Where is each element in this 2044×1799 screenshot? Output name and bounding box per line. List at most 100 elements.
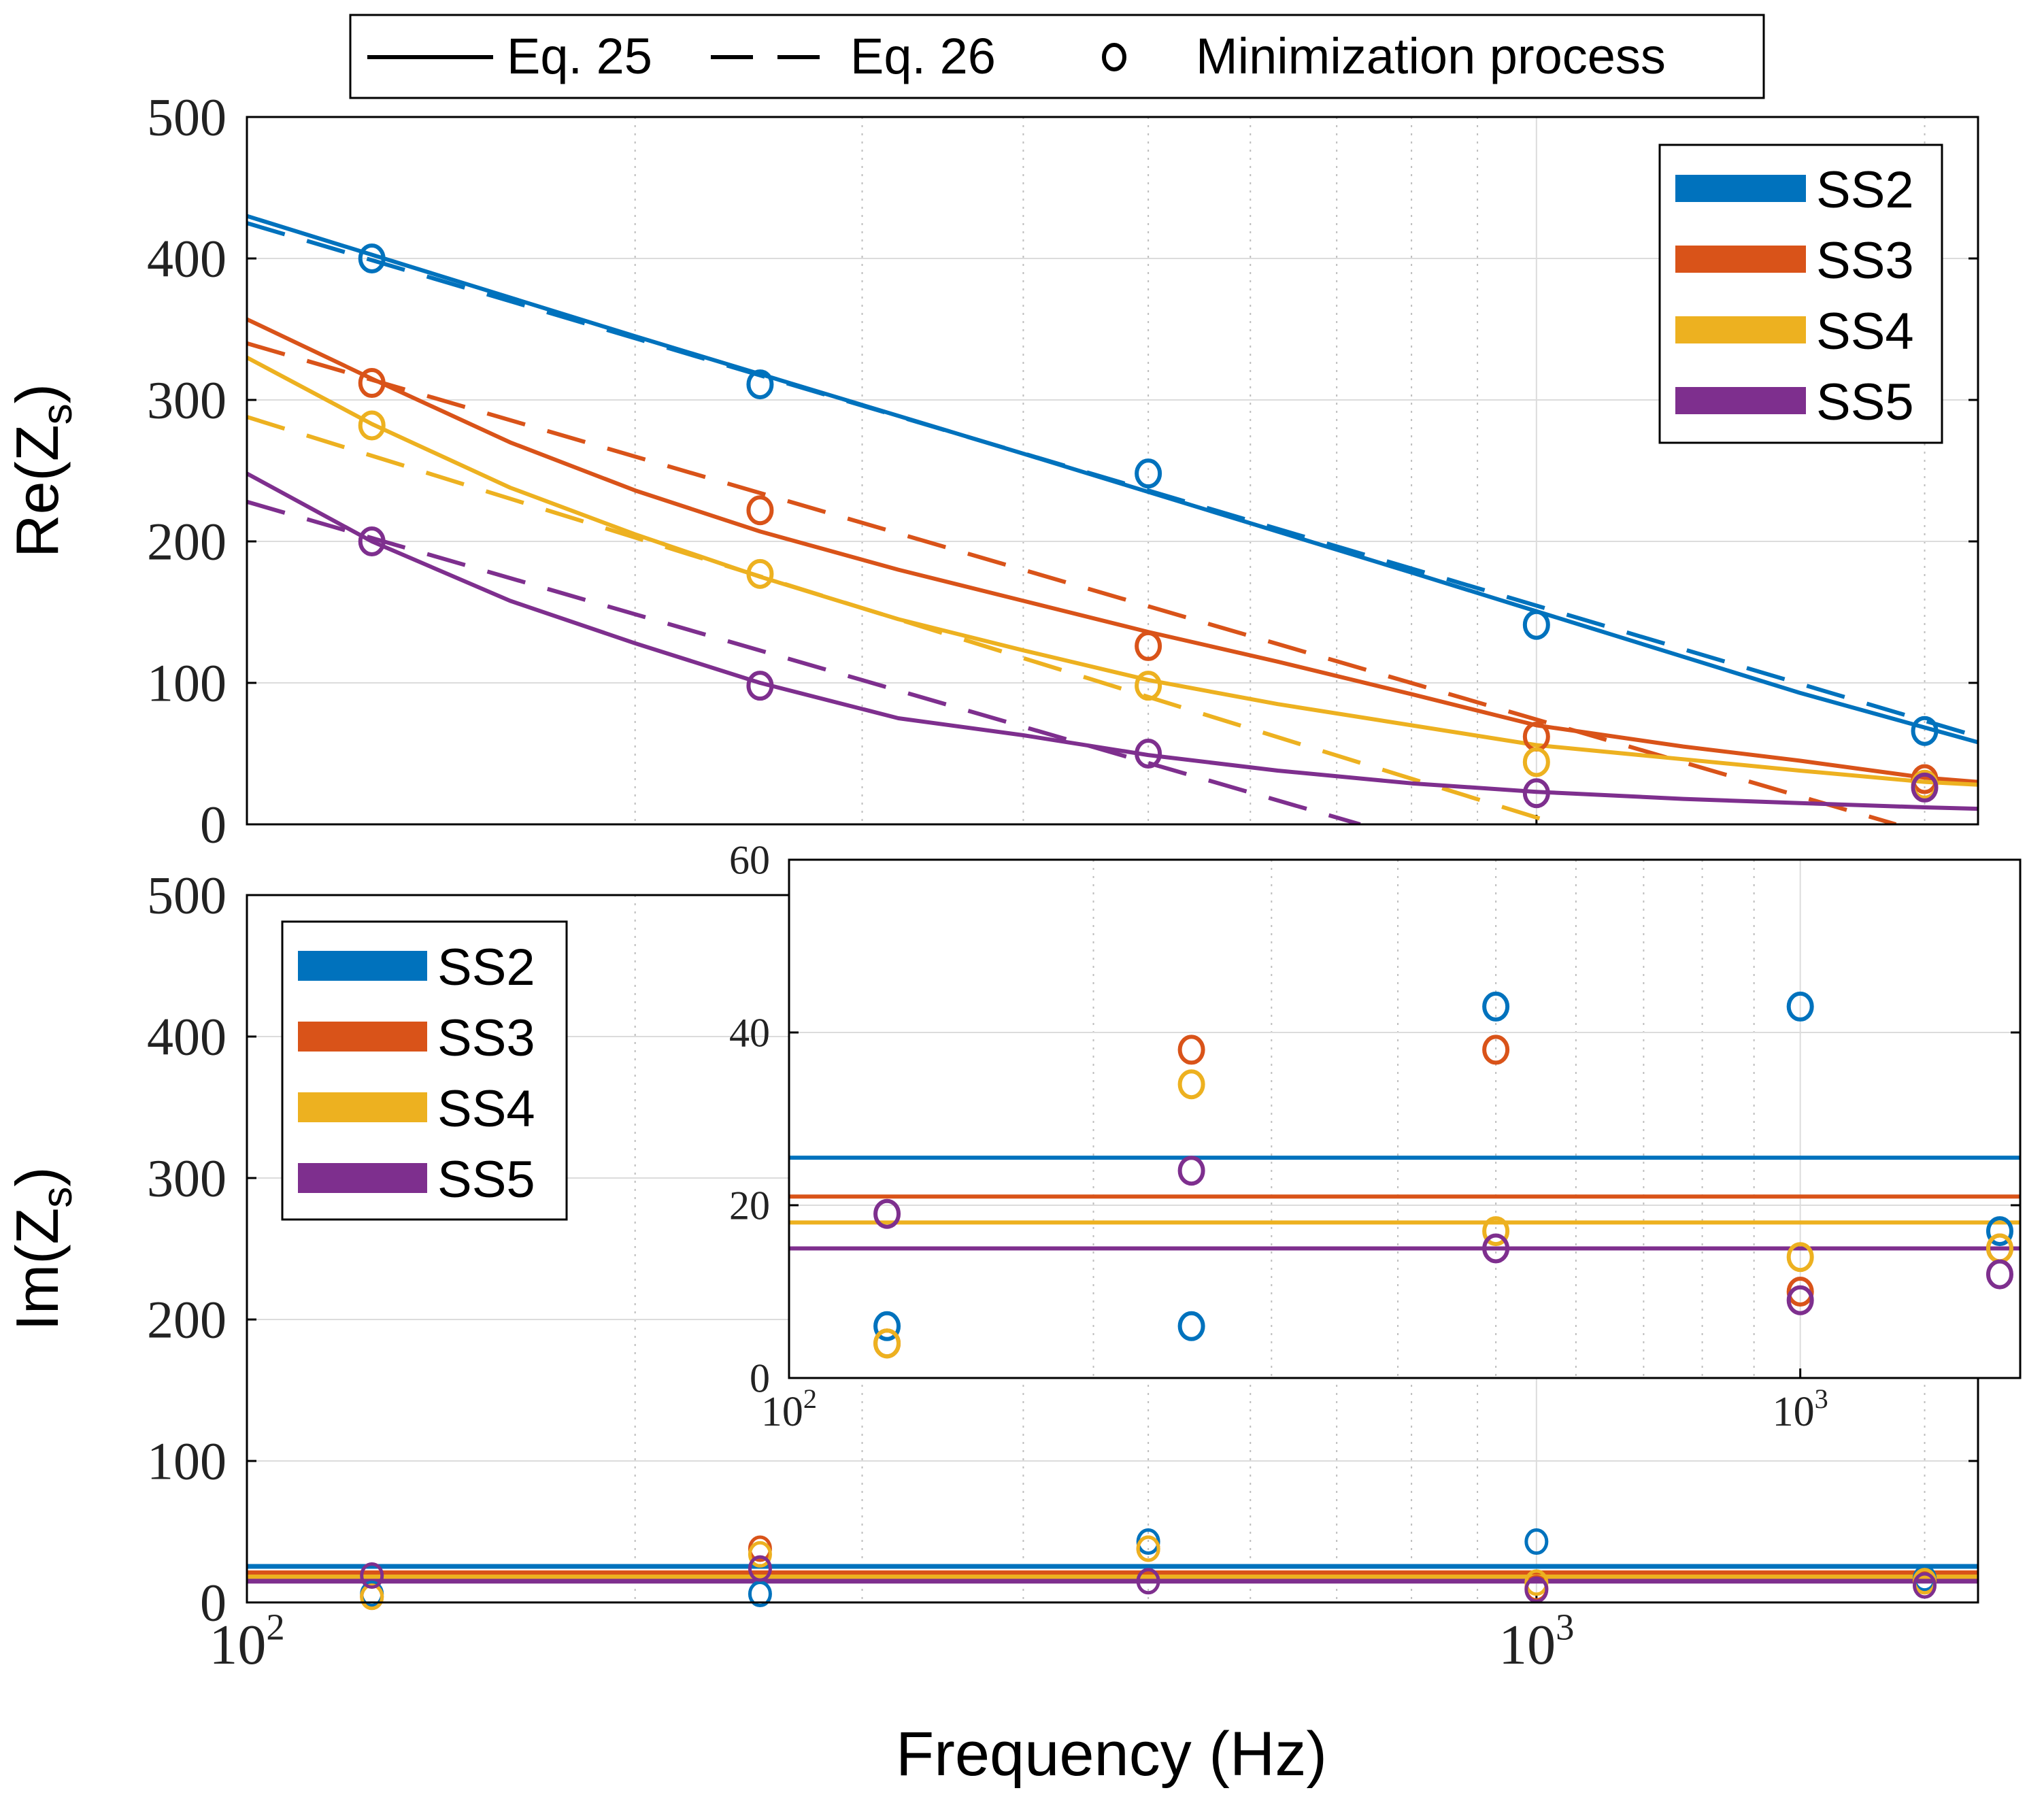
im-xtick-label: 102 xyxy=(209,1607,284,1677)
im-marker-ss5 xyxy=(1913,1572,1937,1599)
inset-plot: 0 20 40 60 102 103 xyxy=(729,837,2022,1435)
inset-marker-ss2 xyxy=(873,1311,901,1341)
re-legend: SS2 SS3 SS4 SS5 xyxy=(1658,144,1943,444)
im-ytick-label: 100 xyxy=(147,1432,227,1491)
re-legend-label-ss5: SS5 xyxy=(1816,373,1914,431)
im-ytick-label: 400 xyxy=(147,1007,227,1066)
re-ylabel-main: Re(Z xyxy=(3,424,71,558)
im-ylabel-main: Im(Z xyxy=(3,1208,71,1331)
inset-ytick-label: 40 xyxy=(729,1010,770,1055)
im-marker-ss2 xyxy=(1136,1528,1160,1556)
inset-marker-ss3 xyxy=(1177,1035,1205,1065)
inset-ytick-label: 0 xyxy=(750,1356,770,1400)
x-axis-label: Frequency (Hz) xyxy=(896,1719,1327,1789)
re-eq25-line-ss5 xyxy=(247,471,1978,811)
re-marker-ss4 xyxy=(1522,747,1550,777)
re-ytick-label: 500 xyxy=(147,88,227,147)
re-marker-ss4 xyxy=(746,558,774,589)
inset-marker-ss3 xyxy=(1482,1035,1510,1065)
inset-marker-ss4 xyxy=(1177,1069,1205,1100)
re-curves xyxy=(247,214,1978,824)
re-legend-label-ss3: SS3 xyxy=(1816,232,1914,290)
re-marker-ss2 xyxy=(746,369,774,400)
im-ytick-label: 300 xyxy=(147,1149,227,1208)
re-ylabel-subscript: s xyxy=(34,403,81,424)
legend-minimization-label: Minimization process xyxy=(1196,28,1666,84)
re-marker-ss2 xyxy=(358,243,386,273)
re-marker-ss3 xyxy=(1135,631,1162,661)
re-legend-label-ss2: SS2 xyxy=(1816,161,1914,219)
im-marker-ss4 xyxy=(748,1541,772,1568)
re-marker-ss3 xyxy=(358,368,386,399)
inset-marker-ss3 xyxy=(1786,1277,1814,1307)
re-eq25-line-ss4 xyxy=(247,355,1978,787)
re-plot-frame xyxy=(246,116,1979,826)
re-plot: 0 100 200 300 400 500 Re(Zs) SS2 SS3 SS4 SS5 xyxy=(3,88,1979,854)
re-ylabel: Re(Zs) xyxy=(3,384,81,558)
re-marker-ss5 xyxy=(1135,739,1162,769)
im-xtick-labels: 102 103 xyxy=(209,1607,1574,1677)
im-marker-ss5 xyxy=(360,1562,384,1589)
im-marker-ss4 xyxy=(360,1583,384,1611)
inset-marker-ss4 xyxy=(873,1328,901,1359)
im-legend-label-ss3: SS3 xyxy=(437,1009,535,1067)
re-ytick-labels: 0 100 200 300 400 500 xyxy=(147,88,227,854)
inset-xtick-label: 102 xyxy=(761,1383,817,1435)
im-legend-label-ss2: SS2 xyxy=(437,939,535,996)
im-marker-ss4 xyxy=(1136,1535,1160,1562)
re-marker-ss2 xyxy=(1911,716,1939,746)
re-eq26-line-ss4 xyxy=(247,415,1559,824)
inset-marker-ss5 xyxy=(1786,1285,1814,1315)
re-marker-ss5 xyxy=(746,671,774,701)
re-marker-ss2 xyxy=(1135,458,1162,489)
re-markers xyxy=(358,243,1939,809)
inset-marker-ss2 xyxy=(1482,991,1510,1022)
legend-eq25-label: Eq. 25 xyxy=(507,28,652,84)
inset-frame xyxy=(788,858,2022,1379)
re-eq26-line-ss5 xyxy=(247,499,1361,824)
top-legend-box xyxy=(349,14,1765,99)
inset-marker-ss5 xyxy=(1986,1259,2013,1290)
re-ytick-label: 300 xyxy=(147,371,227,430)
legend-circle-marker-icon xyxy=(1102,43,1126,71)
im-xtick-label: 103 xyxy=(1498,1607,1574,1677)
re-eq26-line-ss2 xyxy=(247,221,1978,739)
re-marker-ss4 xyxy=(1135,671,1162,701)
im-ytick-label: 200 xyxy=(147,1290,227,1349)
re-marker-ss2 xyxy=(1522,609,1550,640)
re-marker-ss5 xyxy=(1522,778,1550,809)
re-marker-ss4 xyxy=(358,410,386,441)
im-marker-ss5 xyxy=(748,1555,772,1582)
inset-markers xyxy=(873,991,2013,1359)
re-ytick-label: 400 xyxy=(147,229,227,288)
re-eq26-line-ss3 xyxy=(247,341,1897,824)
im-legend-label-ss4: SS4 xyxy=(437,1080,535,1138)
re-marker-ss3 xyxy=(746,495,774,526)
inset-marker-ss5 xyxy=(873,1198,901,1229)
im-legend-label-ss5: SS5 xyxy=(437,1151,535,1209)
inset-ytick-labels: 0 20 40 60 xyxy=(729,837,770,1400)
inset-marker-ss4 xyxy=(1786,1242,1814,1273)
inset-marker-ss2 xyxy=(1986,1216,2013,1247)
inset-ytick-label: 20 xyxy=(729,1183,770,1228)
im-legend: SS2 SS3 SS4 SS5 xyxy=(281,920,568,1221)
inset-marker-ss4 xyxy=(1482,1216,1510,1247)
re-legend-label-ss4: SS4 xyxy=(1816,303,1914,360)
inset-marker-ss5 xyxy=(1482,1233,1510,1264)
im-ytick-label: 500 xyxy=(147,866,227,925)
inset-ytick-label: 60 xyxy=(729,837,770,882)
inset-xtick-labels: 102 103 xyxy=(761,1383,1828,1435)
re-ytick-label: 200 xyxy=(147,512,227,571)
inset-background xyxy=(789,860,2020,1378)
top-legend: Eq. 25 Eq. 26 Minimization process xyxy=(349,14,1765,99)
im-marker-ss2 xyxy=(748,1581,772,1608)
im-ylabel-close: ) xyxy=(3,1166,71,1186)
re-marker-ss5 xyxy=(358,526,386,556)
re-marker-ss5 xyxy=(1911,772,1939,803)
im-marker-ss5 xyxy=(1524,1576,1549,1603)
im-marker-ss5 xyxy=(1136,1568,1160,1595)
inset-xtick-label: 103 xyxy=(1773,1383,1828,1435)
re-eq25-line-ss2 xyxy=(247,214,1978,745)
im-ylabel-subscript: s xyxy=(34,1187,81,1208)
